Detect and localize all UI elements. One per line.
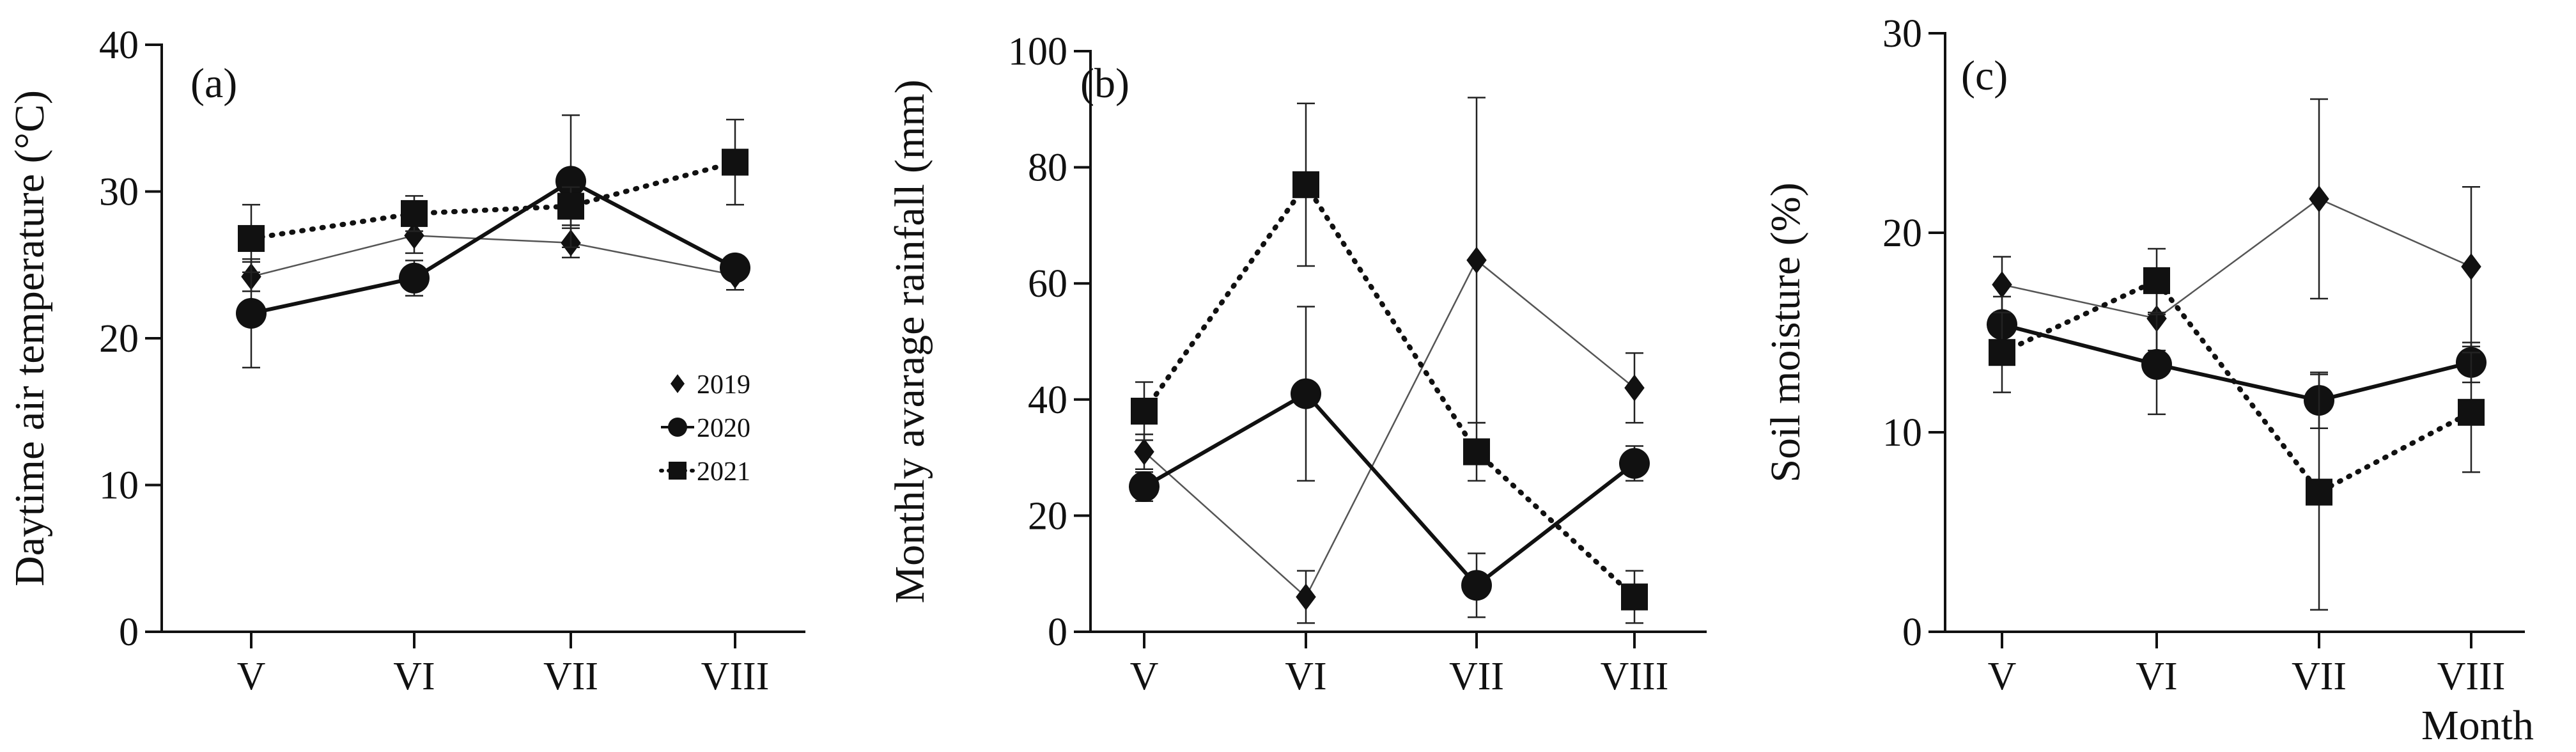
x-tick-label: VIII: [1601, 655, 1669, 698]
data-point-2020-VI: [2141, 349, 2172, 380]
y-tick-label: 10: [1882, 411, 1922, 455]
data-point-2021-V: [1131, 397, 1158, 425]
data-point-2019-V: [1992, 271, 2012, 299]
y-axis-title: Daytime air temperature (°C): [6, 90, 53, 586]
series-2021: [1131, 102, 1648, 624]
chart-panel-2: 0 20 40 60 80 100 V VI VII VIII Monthly avarage ra…: [887, 30, 1707, 698]
data-point-2020-VIII: [720, 252, 750, 283]
y-tick-label: 20: [99, 317, 139, 361]
series-line-2019: [1144, 258, 1635, 599]
x-tick-label: V: [1130, 655, 1159, 698]
y-tick-label: 0: [1902, 611, 1922, 654]
panel-label: (a): [190, 60, 237, 107]
legend-label: 2020: [697, 414, 750, 443]
series-line-2020: [2001, 322, 2472, 403]
x-tick-label: VI: [2136, 655, 2177, 698]
chart-panel-3: 0 10 20 30 V VI VII VIII Soil moisture (%) (c) Mon…: [1762, 12, 2534, 749]
x-tick-label: VI: [1285, 655, 1326, 698]
data-point-2019-VII: [2309, 185, 2329, 212]
y-tick-label: 0: [1048, 611, 1067, 654]
data-point-2019-VI: [1296, 583, 1316, 611]
panel-label: (c): [1961, 52, 2008, 99]
y-tick-label: 30: [1882, 12, 1922, 56]
series-line-2020: [1143, 391, 1636, 588]
data-point-2019-VII: [1466, 246, 1487, 274]
chart-panel-1: 0 10 20 30 40 V VI VII VIII Daytime air temperatu…: [6, 24, 805, 698]
y-tick-label: 40: [1028, 379, 1067, 422]
series-2021: [238, 118, 749, 273]
x-tick-label: VII: [543, 655, 598, 698]
y-tick-label: 20: [1028, 494, 1067, 538]
series-2021: [1989, 247, 2485, 611]
series-line-2021: [1142, 180, 1637, 600]
data-point-2019-VIII: [1624, 374, 1645, 402]
series-2020: [236, 114, 750, 369]
y-axis-title: Monthly avarage rainfall (mm): [887, 79, 933, 603]
series-line-2019: [251, 235, 736, 278]
data-point-2020-V: [1129, 471, 1160, 502]
x-tick-label: V: [1988, 655, 2017, 698]
data-point-2021-VII: [557, 192, 584, 220]
y-tick-label: 60: [1028, 262, 1067, 306]
series-line-2019: [2001, 198, 2472, 320]
x-tick-label: VII: [1449, 655, 1504, 698]
series-2019: [1134, 97, 1645, 624]
y-tick-label: 20: [1882, 212, 1922, 255]
data-point-2021-VII: [2306, 478, 2332, 506]
y-tick-label: 100: [1008, 30, 1067, 74]
data-point-2019-VI: [404, 222, 424, 249]
data-point-2019-V: [1134, 438, 1154, 466]
data-point-2021-VI: [1292, 171, 1319, 198]
y-axis-title: Soil moisture (%): [1762, 182, 1809, 482]
data-point-2020-VI: [1291, 378, 1321, 409]
data-point-2020-VII: [1461, 570, 1492, 601]
data-point-2021-VIII: [722, 148, 749, 176]
data-point-2020-V: [236, 297, 267, 329]
series-line-2020: [251, 178, 736, 315]
data-point-2020-VIII: [1619, 448, 1650, 479]
legend-marker-2021: [669, 462, 687, 480]
data-point-2021-VII: [1463, 438, 1490, 466]
data-point-2019-VIII: [2461, 253, 2481, 281]
y-tick-label: 30: [99, 171, 139, 214]
legend-label: 2019: [697, 370, 750, 400]
x-tick-label: VIII: [701, 655, 770, 698]
data-point-2021-VI: [401, 200, 428, 227]
y-tick-label: 10: [99, 464, 139, 508]
series-2020: [1129, 306, 1650, 618]
y-tick-label: 0: [119, 611, 139, 654]
series-2019: [1992, 98, 2481, 352]
series-line-2021: [1999, 277, 2474, 496]
series-2020: [1987, 295, 2487, 430]
x-tick-label: V: [237, 655, 266, 698]
data-point-2020-VI: [399, 262, 430, 294]
data-point-2021-VIII: [2458, 398, 2485, 426]
data-point-2021-VIII: [1621, 583, 1648, 611]
legend-marker-2019: [670, 374, 685, 393]
y-tick-label: 40: [99, 24, 139, 67]
legend-marker-2020: [668, 418, 687, 437]
data-point-2020-VII: [555, 166, 586, 197]
data-point-2021-V: [1989, 339, 2015, 366]
legend: 2019 2020 2021: [659, 370, 750, 487]
y-tick-label: 80: [1028, 146, 1067, 190]
series-line-2021: [249, 159, 738, 241]
x-tick-label: VIII: [2437, 655, 2506, 698]
data-point-2021-VI: [2143, 267, 2170, 294]
panel-label: (b): [1080, 60, 1129, 107]
x-tick-label: VII: [2292, 655, 2347, 698]
data-point-2021-V: [238, 224, 265, 252]
x-tick-label: VI: [393, 655, 435, 698]
x-axis-title: Month: [2421, 702, 2534, 749]
legend-label: 2021: [697, 457, 750, 487]
